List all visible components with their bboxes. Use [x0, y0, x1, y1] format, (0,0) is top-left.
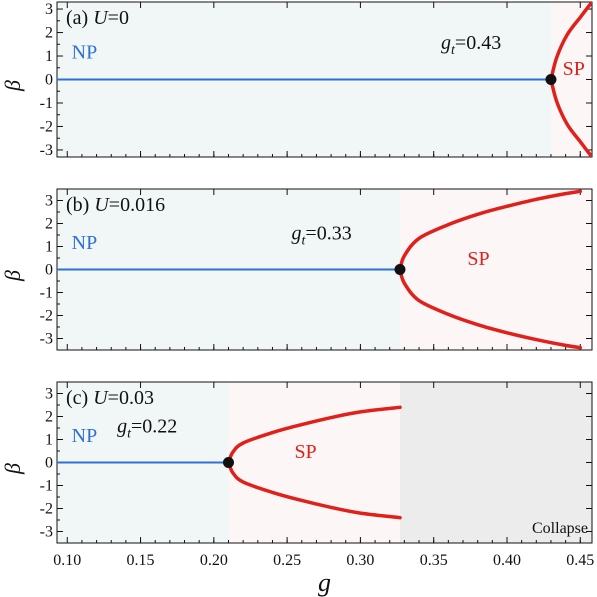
y-axis-label: β	[0, 270, 25, 282]
y-tick-label: 3	[45, 1, 53, 18]
y-tick-label: -3	[40, 331, 53, 348]
series-line-sp	[226, 460, 402, 520]
critical-point-marker	[545, 74, 557, 85]
y-tick-label: 1	[45, 239, 53, 256]
panel-title: (c) U=0.03	[66, 387, 154, 409]
critical-coupling-label: gt=0.22	[117, 416, 177, 442]
y-tick-label: 0	[45, 455, 53, 472]
y-tick-label: -1	[40, 285, 53, 302]
x-tick-label: 0.40	[493, 552, 521, 569]
y-tick-label: -1	[40, 478, 53, 495]
y-tick-label: 2	[45, 409, 53, 426]
y-tick-label: 2	[45, 216, 53, 233]
y-tick-label: 1	[45, 432, 53, 449]
sp-phase-label: SP	[294, 441, 316, 463]
y-axis-label: β	[0, 463, 25, 475]
series-line-sp	[398, 189, 583, 272]
x-tick-label: 0.25	[273, 552, 301, 569]
region-collapse	[399, 382, 592, 543]
panel-c: 3 2 1 0 -1 -2 -3 β (c) U=0.03 NP SP gt=0.22 Collapse…	[0, 381, 594, 597]
panel-title: (b) U=0.016	[66, 194, 165, 216]
x-tick-label: 0.10	[53, 552, 81, 569]
sp-phase-label: SP	[467, 248, 489, 270]
y-tick-label: -2	[40, 501, 53, 518]
y-tick-label: 0	[45, 262, 53, 279]
panel-title: (a) U=0	[66, 7, 129, 29]
y-tick-label: -1	[40, 95, 53, 112]
x-tick-label: 0.35	[420, 552, 448, 569]
panel-a: 3 2 1 0 -1 -2 -3 β (a) U=0 NP SP gt=0.43	[0, 1, 593, 159]
series-line-sp	[549, 77, 592, 157]
panel-b: 3 2 1 0 -1 -2 -3 β (b) U=0.016 NP SP gt=0.33	[0, 188, 593, 351]
np-phase-label: NP	[72, 232, 98, 254]
x-tick-label: 0.30	[346, 552, 374, 569]
y-tick-label: 2	[45, 25, 53, 42]
y-tick-label: 0	[45, 72, 53, 89]
series-line-sp	[398, 267, 583, 350]
series-line-sp	[226, 405, 402, 465]
y-tick-label: 3	[45, 193, 53, 210]
x-tick-label: 0.20	[200, 552, 228, 569]
collapse-region-label: Collapse	[532, 520, 588, 537]
critical-coupling-label: gt=0.43	[441, 32, 501, 58]
series-line-sp	[549, 2, 592, 82]
y-tick-label: -3	[40, 524, 53, 541]
critical-point-marker	[394, 264, 406, 275]
critical-coupling-label: gt=0.33	[292, 223, 352, 249]
y-tick-label: 1	[45, 48, 53, 65]
x-tick-label: 0.45	[566, 552, 594, 569]
y-tick-label: -2	[40, 118, 53, 135]
np-phase-label: NP	[72, 425, 98, 447]
y-tick-label: -2	[40, 308, 53, 325]
y-axis-label: β	[0, 80, 25, 92]
sp-phase-label: SP	[563, 58, 585, 80]
critical-point-marker	[222, 457, 234, 468]
y-tick-label: 3	[45, 386, 53, 403]
np-phase-label: NP	[72, 41, 98, 63]
x-tick-label: 0.15	[127, 552, 155, 569]
region-sp	[399, 189, 592, 350]
x-axis-label: g	[318, 568, 331, 597]
y-tick-label: -3	[40, 142, 53, 159]
